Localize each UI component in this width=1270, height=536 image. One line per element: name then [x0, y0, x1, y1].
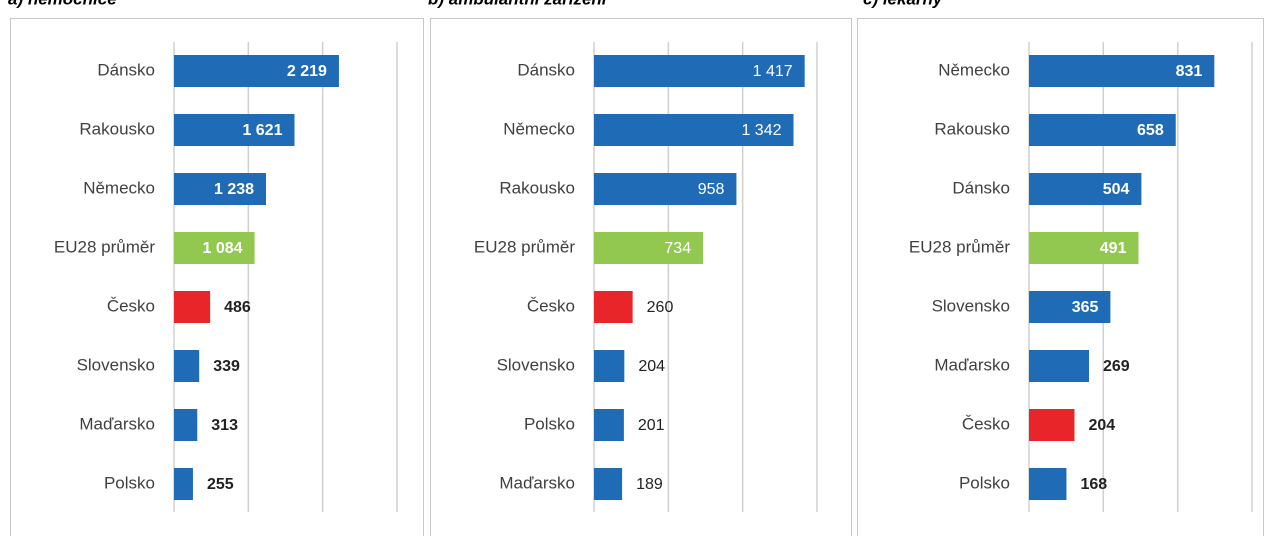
bar — [1029, 232, 1139, 264]
bar — [1029, 291, 1111, 323]
value-label: 1 417 — [753, 63, 793, 80]
bar — [1029, 114, 1176, 146]
category-label: EU28 průměr — [54, 237, 155, 256]
category-label: Německo — [503, 119, 575, 138]
category-label: Maďarsko — [934, 355, 1010, 374]
panel-frame — [430, 18, 852, 536]
category-label: Slovensko — [77, 355, 155, 374]
value-label: 734 — [664, 240, 691, 257]
bar — [174, 114, 295, 146]
category-label: Slovensko — [932, 296, 1010, 315]
category-label: EU28 průměr — [909, 237, 1010, 256]
bar — [594, 114, 794, 146]
value-label: 204 — [638, 358, 665, 375]
bar — [1029, 55, 1215, 87]
bar — [594, 232, 704, 264]
value-label: 204 — [1088, 417, 1115, 434]
value-label: 339 — [213, 358, 240, 375]
panel-frame — [10, 18, 424, 536]
value-label: 486 — [224, 299, 251, 316]
chart: b) ambulantní zařízení Dánsko 1 417 Německo… — [428, 0, 818, 512]
value-label: 1 238 — [214, 181, 254, 198]
category-label: Polsko — [524, 414, 575, 433]
bar — [174, 55, 339, 87]
category-label: Česko — [962, 414, 1010, 433]
chart-title: c) lékárny — [863, 0, 944, 8]
bar — [594, 409, 624, 441]
bar — [594, 468, 623, 500]
bar — [1029, 409, 1075, 441]
category-label: Rakousko — [79, 119, 155, 138]
category-label: Česko — [527, 296, 575, 315]
value-label: 1 084 — [203, 240, 243, 257]
bar — [1029, 468, 1067, 500]
chart: a) nemocnice Dánsko 2 219 Rakousko 1 621 Něme… — [8, 0, 398, 512]
bar — [174, 350, 200, 382]
category-label: Slovensko — [497, 355, 575, 374]
value-label: 269 — [1103, 358, 1130, 375]
value-label: 168 — [1080, 476, 1107, 493]
value-label: 201 — [638, 417, 665, 434]
value-label: 365 — [1072, 299, 1099, 316]
value-label: 260 — [647, 299, 674, 316]
value-label: 189 — [636, 476, 663, 493]
category-label: Rakousko — [934, 119, 1010, 138]
category-label: EU28 průměr — [474, 237, 575, 256]
bar — [174, 173, 267, 205]
bar — [594, 173, 737, 205]
bar — [594, 350, 625, 382]
value-label: 658 — [1137, 122, 1164, 139]
category-label: Dánsko — [97, 60, 155, 79]
bar — [174, 468, 193, 500]
category-label: Polsko — [959, 473, 1010, 492]
value-label: 2 219 — [287, 63, 327, 80]
value-label: 504 — [1103, 181, 1130, 198]
bar — [1029, 350, 1089, 382]
bar — [594, 55, 805, 87]
panel-frame — [857, 18, 1264, 536]
bar — [1029, 173, 1142, 205]
category-label: Maďarsko — [79, 414, 155, 433]
category-label: Maďarsko — [499, 473, 575, 492]
value-label: 1 621 — [242, 122, 282, 139]
category-label: Polsko — [104, 473, 155, 492]
category-label: Česko — [107, 296, 155, 315]
value-label: 491 — [1100, 240, 1127, 257]
value-label: 958 — [698, 181, 725, 198]
bar — [174, 232, 255, 264]
bar — [174, 409, 198, 441]
value-label: 831 — [1176, 63, 1203, 80]
chart-title: a) nemocnice — [8, 0, 117, 8]
chart-title: b) ambulantní zařízení — [428, 0, 609, 8]
category-label: Německo — [83, 178, 155, 197]
category-label: Německo — [938, 60, 1010, 79]
bar — [174, 291, 211, 323]
chart: c) lékárny Německo 831 Rakousko 658 Dánsko 504… — [863, 0, 1253, 512]
bar — [594, 291, 633, 323]
value-label: 255 — [207, 476, 234, 493]
category-label: Dánsko — [952, 178, 1010, 197]
value-label: 1 342 — [741, 122, 781, 139]
value-label: 313 — [211, 417, 238, 434]
category-label: Dánsko — [517, 60, 575, 79]
category-label: Rakousko — [499, 178, 575, 197]
